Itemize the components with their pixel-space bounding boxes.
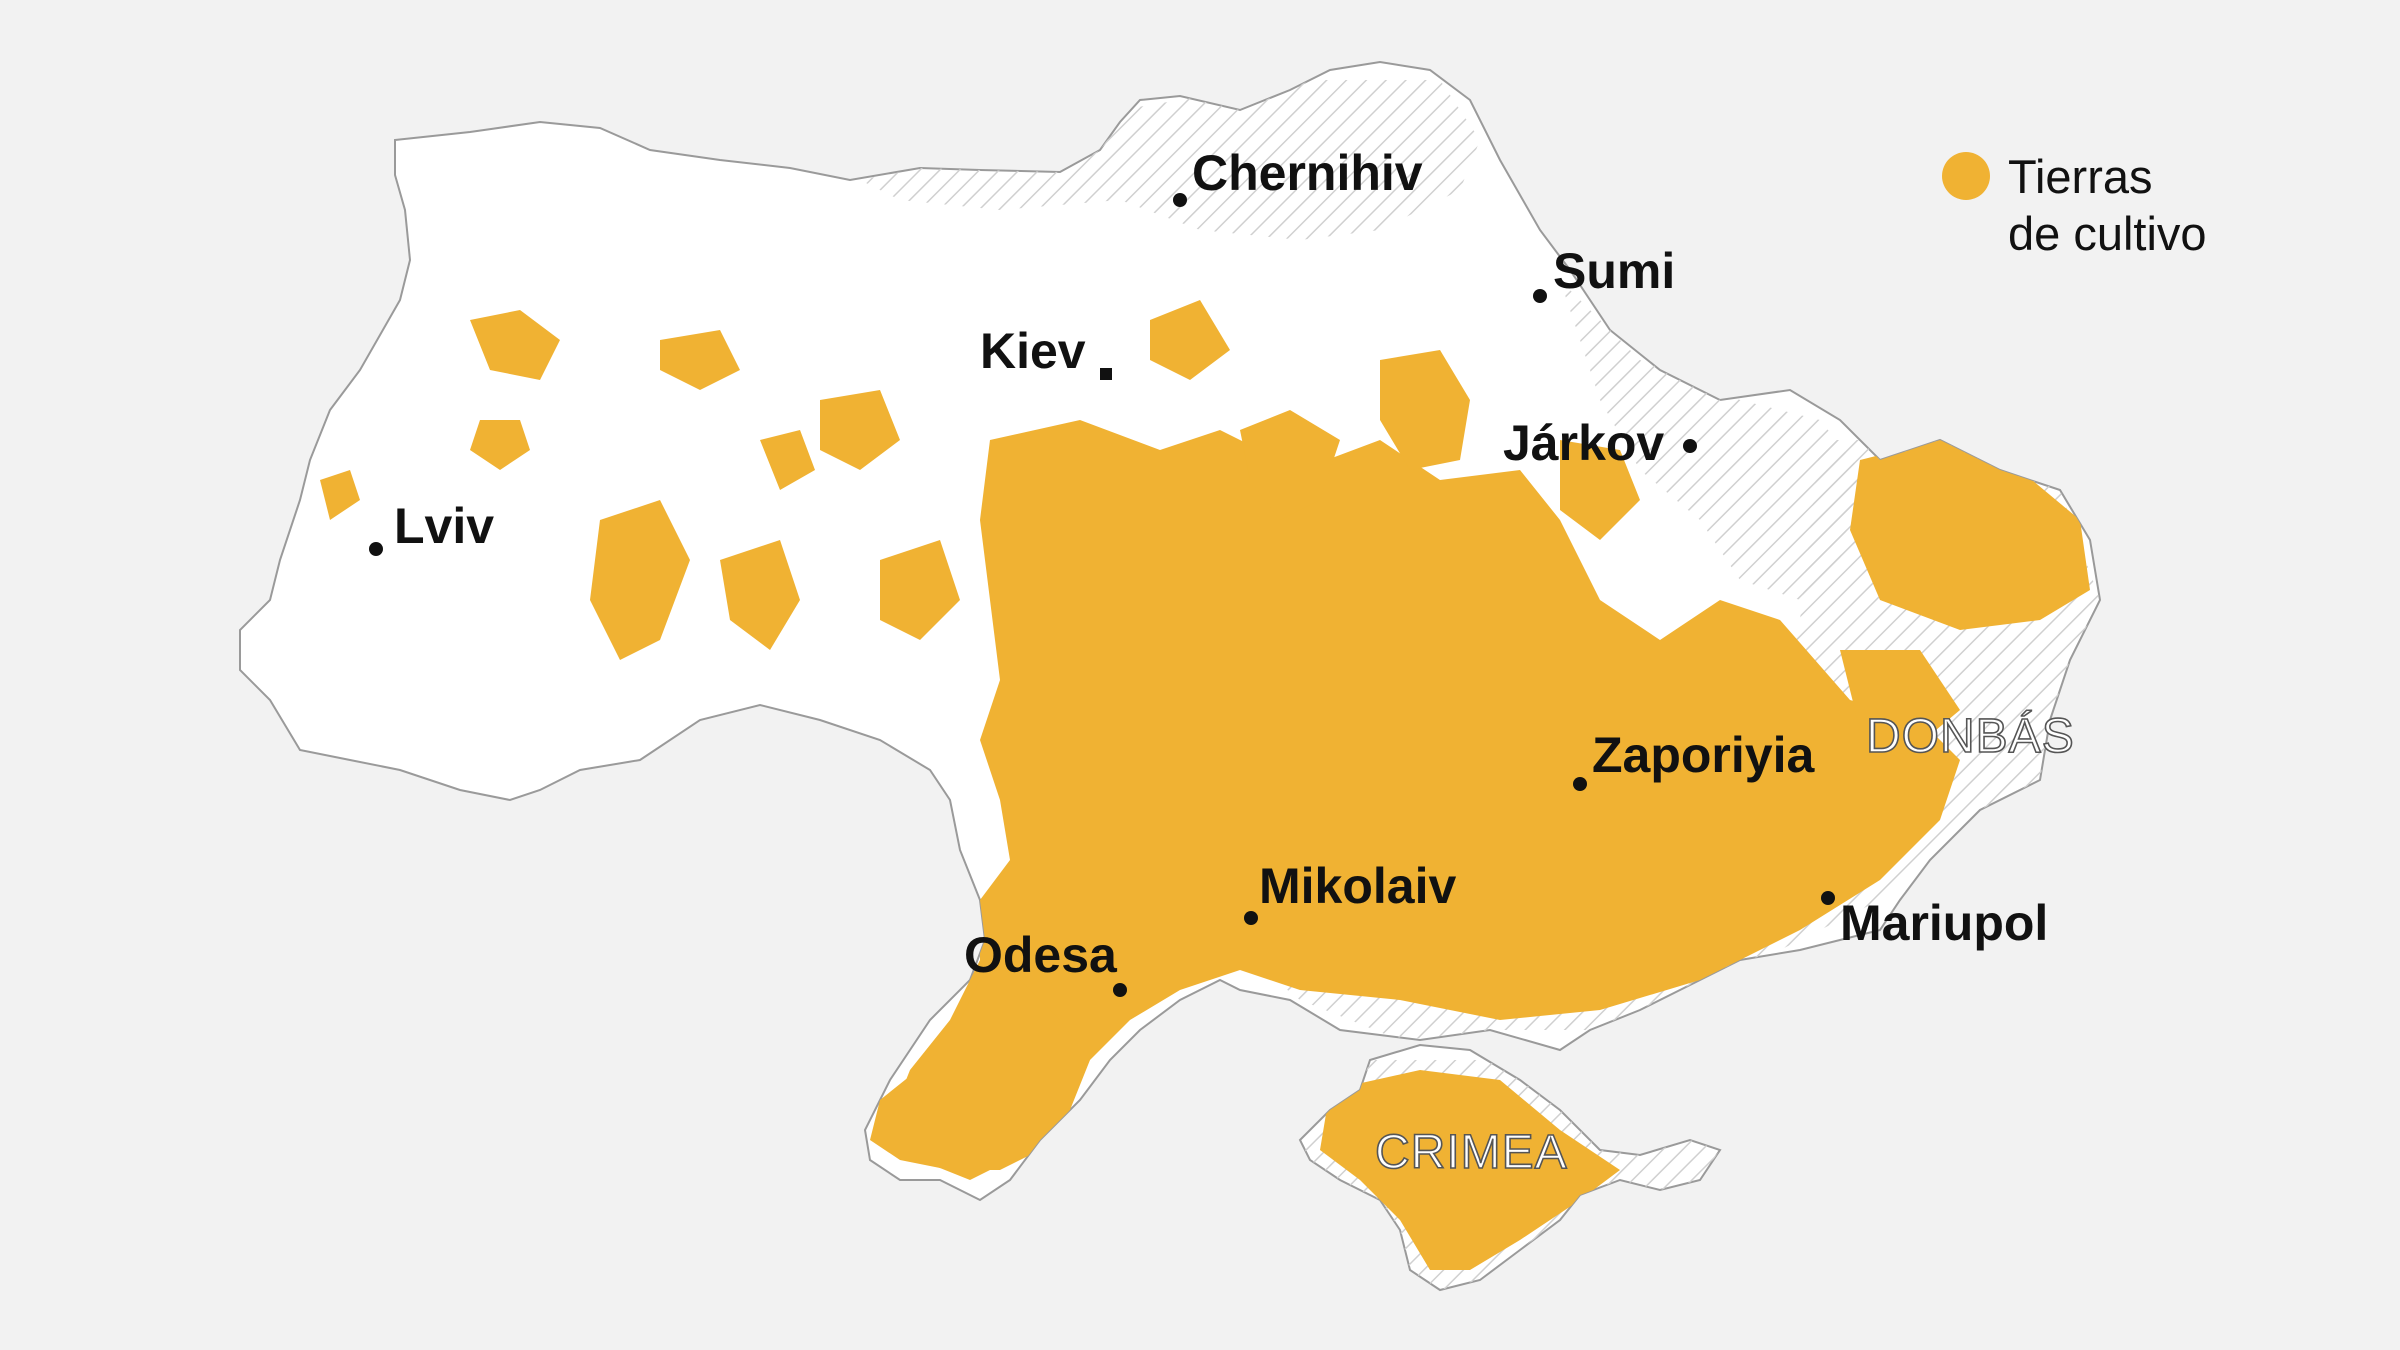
- city-marker-mariupol: [1821, 891, 1835, 905]
- city-marker-zaporiyia: [1573, 777, 1587, 791]
- legend-label-line1: Tierras: [2008, 150, 2153, 203]
- city-labels: Kiev Chernihiv Sumi Járkov Lviv Zaporiyi…: [394, 145, 2048, 983]
- legend-label-line2: de cultivo: [2008, 207, 2207, 260]
- capital-marker-kiev: [1100, 368, 1112, 380]
- city-marker-jarkov: [1683, 439, 1697, 453]
- city-label-zaporiyia: Zaporiyia: [1592, 727, 1815, 783]
- city-marker-sumi: [1533, 289, 1547, 303]
- region-labels: DONBÁS CRIMEA: [1374, 709, 2075, 1180]
- city-marker-mikolaiv: [1244, 911, 1258, 925]
- city-label-jarkov: Járkov: [1503, 415, 1664, 471]
- city-label-mariupol: Mariupol: [1840, 895, 2048, 951]
- city-label-chernihiv: Chernihiv: [1192, 145, 1423, 201]
- city-label-kiev: Kiev: [980, 323, 1086, 379]
- city-marker-chernihiv: [1173, 193, 1187, 207]
- cropland-areas: [320, 300, 2090, 1270]
- legend-swatch: [1942, 152, 1990, 200]
- city-label-odesa: Odesa: [964, 927, 1118, 983]
- legend: Tierras de cultivo: [1942, 150, 2207, 260]
- city-marker-lviv: [369, 542, 383, 556]
- region-label-crimea: CRIMEA: [1375, 1126, 1568, 1179]
- city-label-mikolaiv: Mikolaiv: [1259, 858, 1456, 914]
- city-label-lviv: Lviv: [394, 498, 494, 554]
- region-label-donbas: DONBÁS: [1866, 710, 2075, 763]
- city-marker-odesa: [1113, 983, 1127, 997]
- city-markers: [369, 193, 1835, 997]
- city-label-sumi: Sumi: [1553, 243, 1675, 299]
